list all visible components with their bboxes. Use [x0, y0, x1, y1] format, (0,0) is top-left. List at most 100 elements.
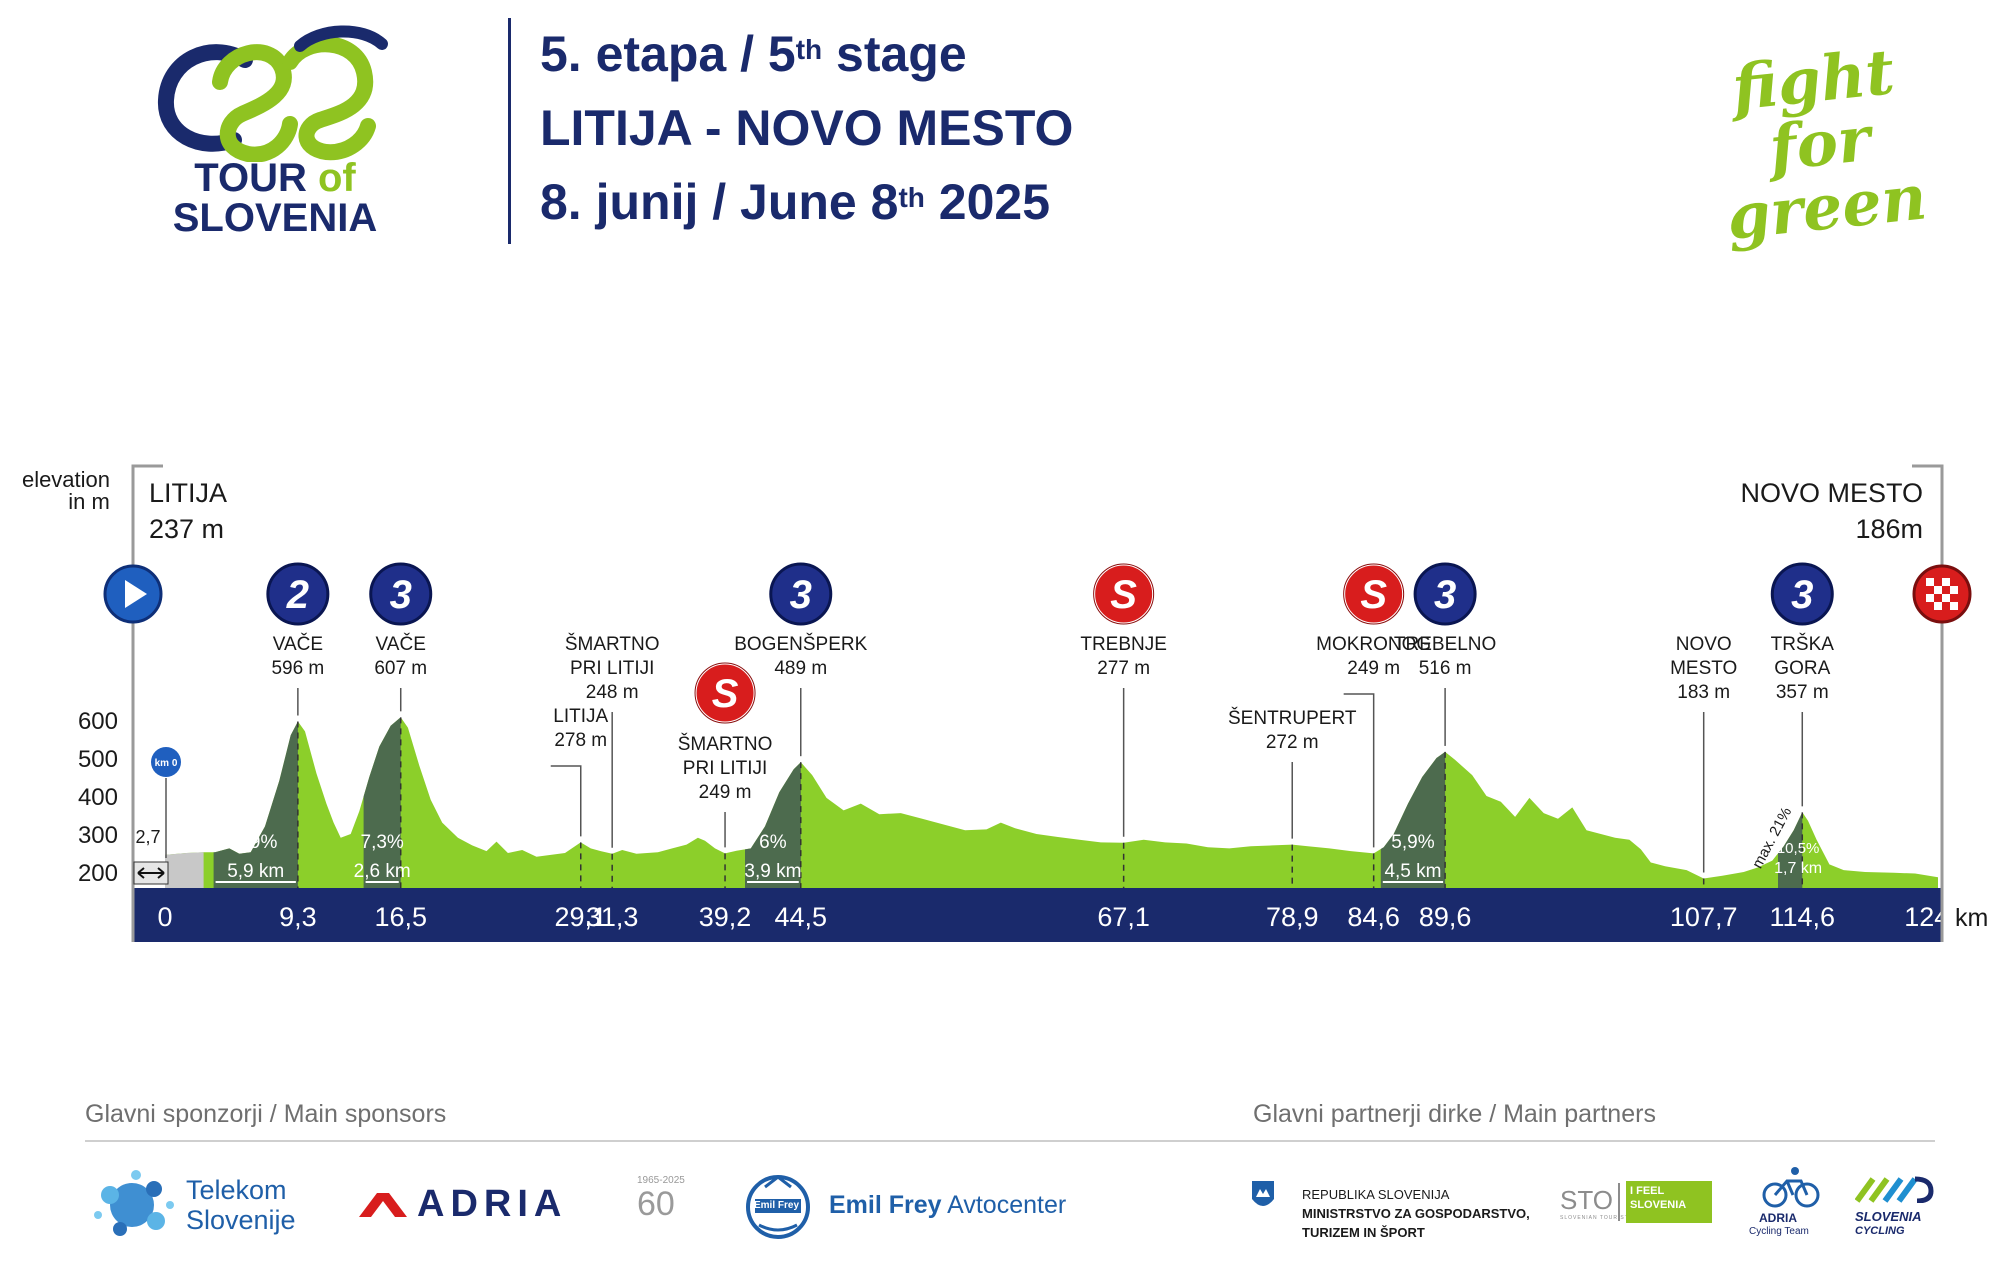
climb-area — [363, 717, 401, 888]
icon-glyph: 3 — [390, 573, 412, 617]
km0-badge-text: km 0 — [155, 758, 178, 769]
icon-glyph: 3 — [790, 573, 812, 617]
waypoint-label: ŠENTRUPERT — [1228, 707, 1357, 729]
ministry-line2: MINISTRSTVO ZA GOSPODARSTVO, — [1302, 1206, 1530, 1221]
climb-area — [745, 762, 801, 888]
neutral-length-label: 2,7 — [135, 827, 160, 847]
waypoint-label: 183 m — [1677, 682, 1730, 703]
adria-years: 1965-2025 — [637, 1175, 685, 1186]
emil-frey-avtocenter: Avtocenter — [941, 1191, 1067, 1219]
x-tick-label: 107,7 — [1670, 902, 1738, 932]
neutral-arrow-icon — [137, 867, 165, 879]
waypoint-label: 248 m — [586, 682, 639, 703]
finish-elevation: 186m — [1855, 514, 1923, 544]
waypoint-label: GORA — [1774, 658, 1830, 679]
slogan: fight for green — [1671, 34, 1970, 254]
brand-line2: SLOVENIA — [172, 196, 378, 240]
ministry-logo: REPUBLIKA SLOVENIJA MINISTRSTVO ZA GOSPO… — [1250, 1165, 1540, 1245]
icon-glyph: S — [712, 672, 739, 716]
icon-ring — [1771, 563, 1833, 625]
neutral-zone-area — [165, 852, 204, 888]
left-frame-line — [131, 464, 163, 942]
climb-length-label: 5,9 km — [227, 861, 284, 882]
sponsors-divider — [85, 1140, 1935, 1142]
ifeel-line1: I FEEL — [1630, 1185, 1665, 1197]
waypoint-label: 489 m — [774, 658, 827, 679]
y-tick-label: 300 — [78, 822, 118, 849]
emil-frey-logo: Emil Frey Emil Frey Avtocenter — [745, 1165, 1067, 1245]
icon-glyph: 2 — [286, 573, 309, 617]
climb-gradient-label: 5,9% — [234, 832, 277, 853]
y-tick-label: 500 — [78, 746, 118, 773]
adria-text: ADRIA — [417, 1183, 568, 1225]
waypoint-label: 607 m — [374, 658, 427, 679]
waypoint-label: 357 m — [1776, 682, 1829, 703]
icon-ring — [1093, 563, 1155, 625]
slo-cycling-line1: SLOVENIA — [1855, 1209, 1922, 1224]
waypoint-label: VAČE — [376, 633, 426, 655]
x-tick-label: 16,5 — [374, 902, 427, 932]
cyclist-icon — [1762, 1167, 1820, 1208]
finish-checker-cell — [1942, 578, 1950, 586]
waypoint-label: 516 m — [1419, 658, 1472, 679]
y-tick-label: 200 — [78, 860, 118, 887]
climb-length-label: 4,5 km — [1384, 861, 1441, 882]
sto-text: STO — [1560, 1185, 1613, 1215]
waypoint-label: TRŠKA — [1771, 633, 1835, 655]
waypoint-label: 596 m — [271, 658, 324, 679]
ministry-line1: REPUBLIKA SLOVENIJA — [1302, 1187, 1450, 1202]
right-frame-line — [1912, 464, 1944, 942]
waypoint-label: TREBELNO — [1394, 634, 1496, 655]
adria-60: 60 — [637, 1185, 675, 1223]
stage-profile-chart: 0 9,3 16,5 29,131,3 39,2 44,5 67,1 78,9 84,6 89,6… — [22, 464, 1988, 942]
y-tick-label: 400 — [78, 784, 118, 811]
finish-checker-cell — [1934, 602, 1942, 610]
waypoint-label: LITIJA — [553, 706, 608, 727]
waypoint-label: PRI LITIJI — [570, 658, 654, 679]
finish-name: NOVO MESTO — [1740, 478, 1923, 508]
waypoint-label: BOGENŠPERK — [734, 633, 867, 655]
icon-glyph: 3 — [1791, 573, 1813, 617]
sto-divider — [1618, 1183, 1620, 1221]
y-axis-label-line1: elevation — [22, 467, 110, 492]
profile-areas — [165, 717, 1938, 888]
adria-team-line2: Cycling Team — [1749, 1226, 1809, 1237]
km-band-rect — [133, 888, 1942, 942]
adria-team-line1: ADRIA — [1759, 1211, 1797, 1225]
x-tick-label: 29,1 — [554, 902, 607, 932]
slo-cycling-line2: CYCLING — [1855, 1225, 1905, 1237]
waypoint-label: MESTO — [1670, 658, 1737, 679]
route-title: LITIJA - NOVO MESTO — [540, 100, 1074, 156]
climb-gradient-label: 7,3% — [361, 832, 404, 853]
waypoint-label: NOVO — [1676, 634, 1732, 655]
x-tick-label: 67,1 — [1097, 902, 1150, 932]
climb-area — [1380, 751, 1446, 888]
emil-frey-name: Emil Frey — [829, 1191, 942, 1219]
emil-frey-badge-icon — [746, 1175, 810, 1239]
start-elevation: 237 m — [149, 514, 224, 544]
waypoint-label: 277 m — [1097, 658, 1150, 679]
x-tick-label: 114,6 — [1769, 902, 1835, 932]
waypoint-label: ŠMARTNO — [565, 633, 660, 655]
x-tick-label: 84,6 — [1347, 902, 1400, 932]
x-axis-label: km — [1955, 904, 1988, 932]
icon-glyph: 3 — [1434, 573, 1456, 617]
slovenia-cycling-mark-icon — [1855, 1176, 1934, 1203]
climb-length-label: 1,7 km — [1774, 860, 1822, 877]
ministry-line3: TURIZEM IN ŠPORT — [1302, 1225, 1425, 1240]
climb-gradient-label: 5,9% — [1391, 832, 1434, 853]
adria-mark-icon — [359, 1193, 407, 1217]
sto-subtitle: SLOVENIAN TOURIST BOARD — [1560, 1215, 1654, 1221]
sto-logo: STO SLOVENIAN TOURIST BOARD I FEEL SLOVE… — [1560, 1165, 1720, 1245]
icon-ring — [694, 662, 756, 724]
telekom-logo: Telekom Slovenije — [90, 1165, 320, 1245]
y-tick-label: 600 — [78, 708, 118, 735]
finish-checker-cell — [1942, 594, 1950, 602]
waypoint-label: 249 m — [1347, 658, 1400, 679]
start-arrow-icon — [125, 580, 147, 608]
finish-checker-cell — [1950, 602, 1958, 610]
climb-gradient-label: 6% — [759, 832, 787, 853]
icon-ring — [370, 563, 432, 625]
waypoint-label: ŠMARTNO — [678, 733, 773, 755]
emil-frey-badge-text: Emil Frey — [754, 1200, 800, 1211]
